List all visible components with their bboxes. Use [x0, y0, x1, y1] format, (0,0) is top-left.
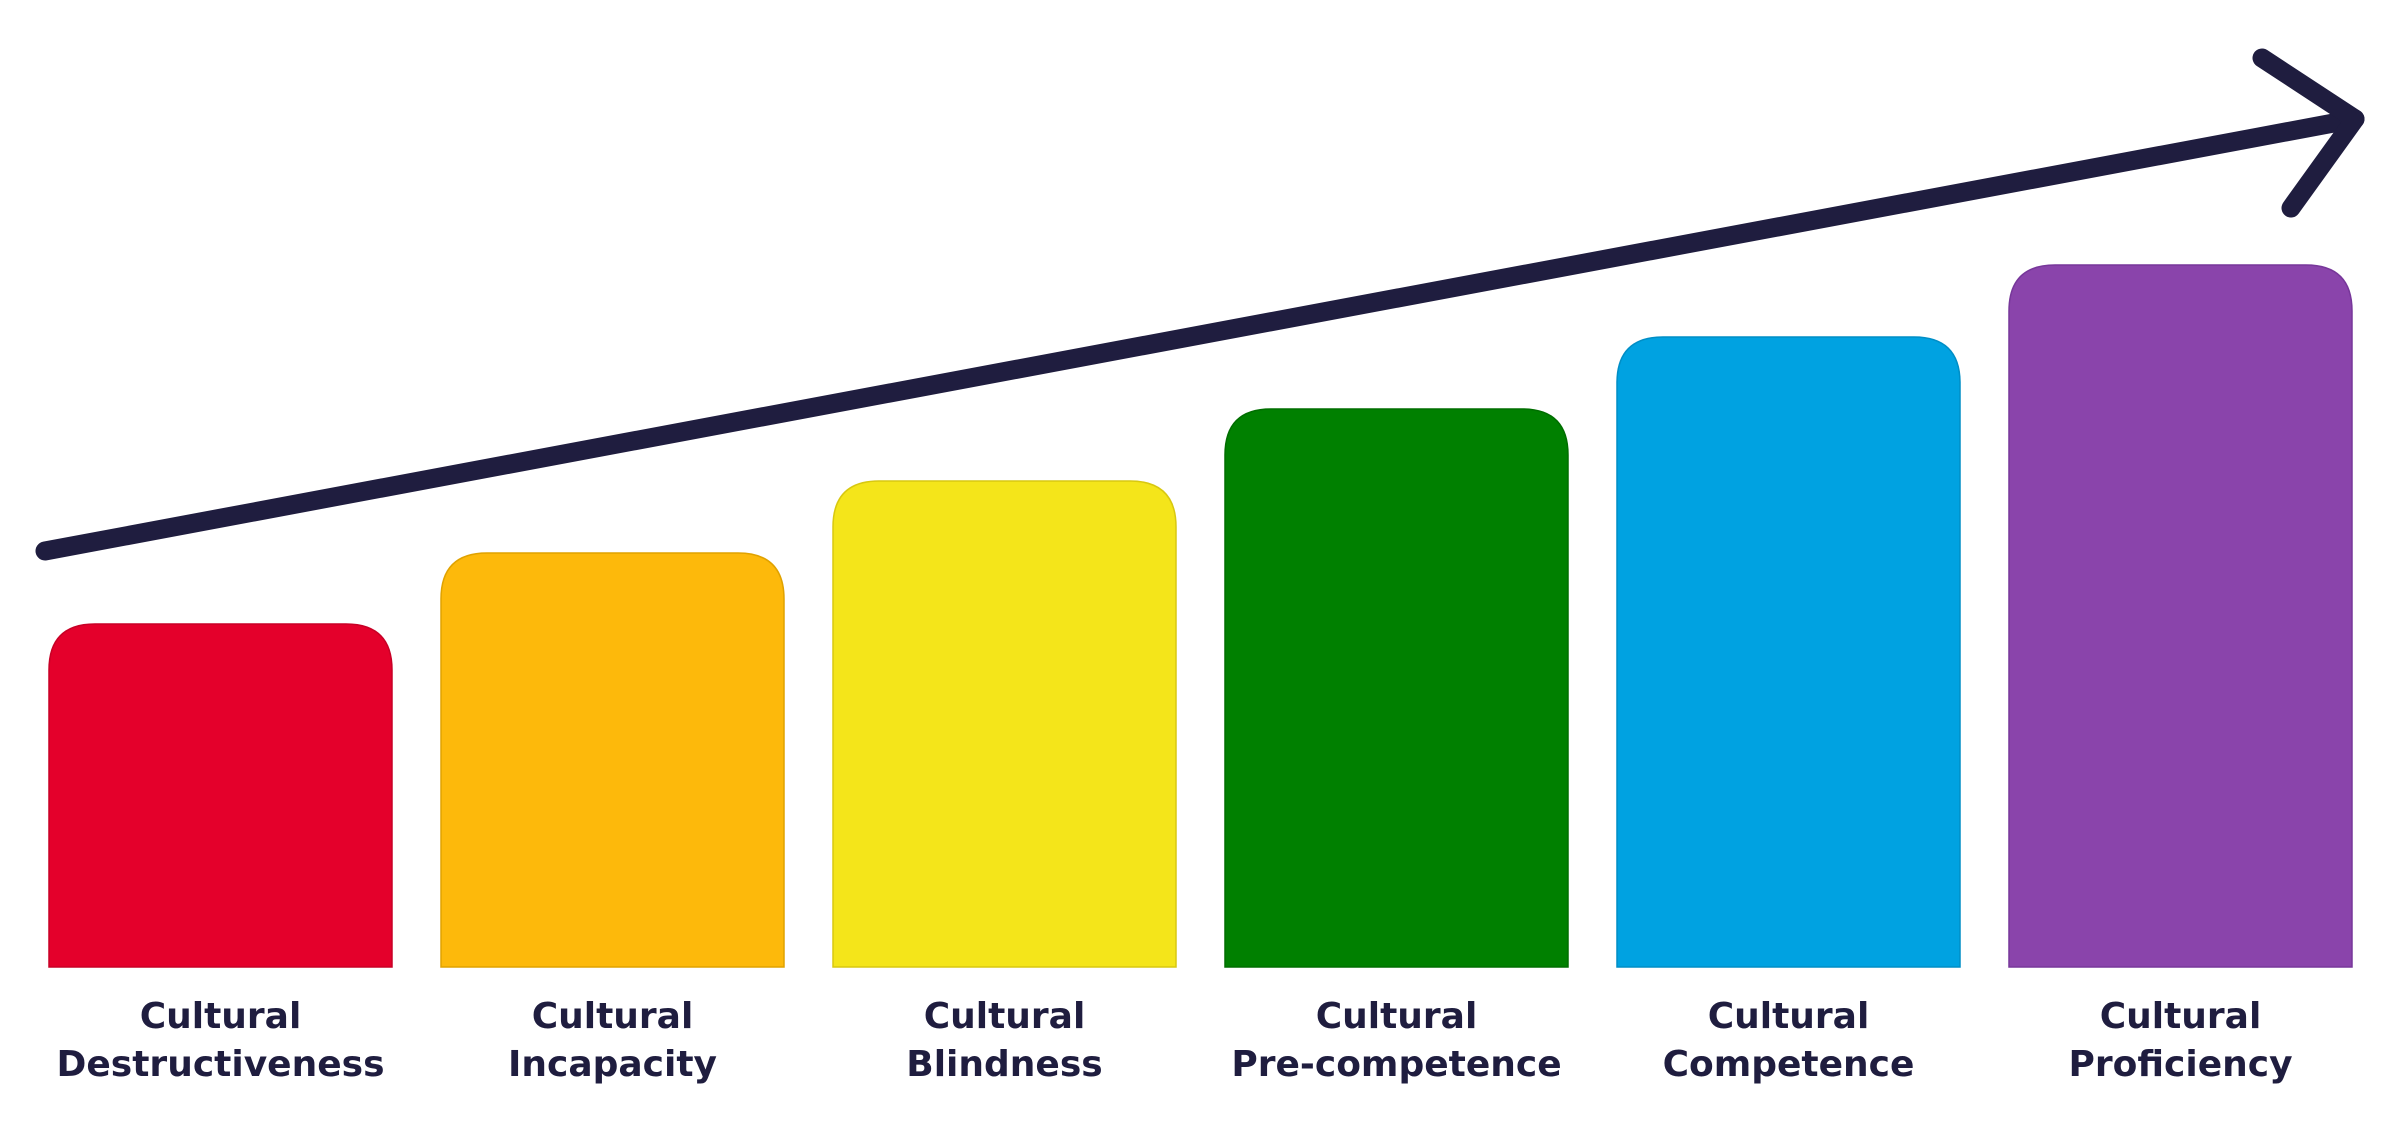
stage-label: Proficiency: [2068, 1044, 2292, 1085]
stage-label: Cultural: [1708, 996, 1870, 1037]
stage-label: Incapacity: [508, 1044, 717, 1085]
progress-arrow: [35, 48, 2365, 561]
stage-bar: [1616, 336, 1961, 968]
stage-label: Pre-competence: [1231, 1044, 1561, 1085]
stage-bar: [2008, 264, 2353, 968]
stage-bar: [832, 480, 1177, 968]
stage-label: Competence: [1663, 1044, 1915, 1085]
stage-label: Cultural: [140, 996, 302, 1037]
arrow-head: [2252, 48, 2365, 218]
stage-label: Cultural: [1316, 996, 1478, 1037]
stage-label: Cultural: [2100, 996, 2262, 1037]
stage-bar: [440, 552, 785, 968]
stage-label: Cultural: [924, 996, 1086, 1037]
stage-label: Destructiveness: [57, 1044, 385, 1085]
stage-label: Blindness: [906, 1044, 1102, 1085]
stage-bar: [48, 623, 393, 968]
stage-label: Cultural: [532, 996, 694, 1037]
arrow-shaft: [35, 109, 2365, 561]
stage-bar: [1224, 408, 1569, 968]
